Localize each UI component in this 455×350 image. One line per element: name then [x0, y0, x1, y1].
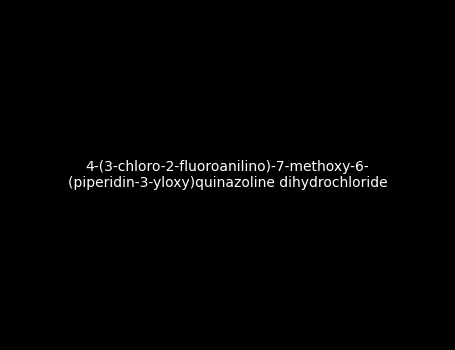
Text: 4-(3-chloro-2-fluoroanilino)-7-methoxy-6-
(piperidin-3-yloxy)quinazoline dihydro: 4-(3-chloro-2-fluoroanilino)-7-methoxy-6… — [68, 160, 387, 190]
